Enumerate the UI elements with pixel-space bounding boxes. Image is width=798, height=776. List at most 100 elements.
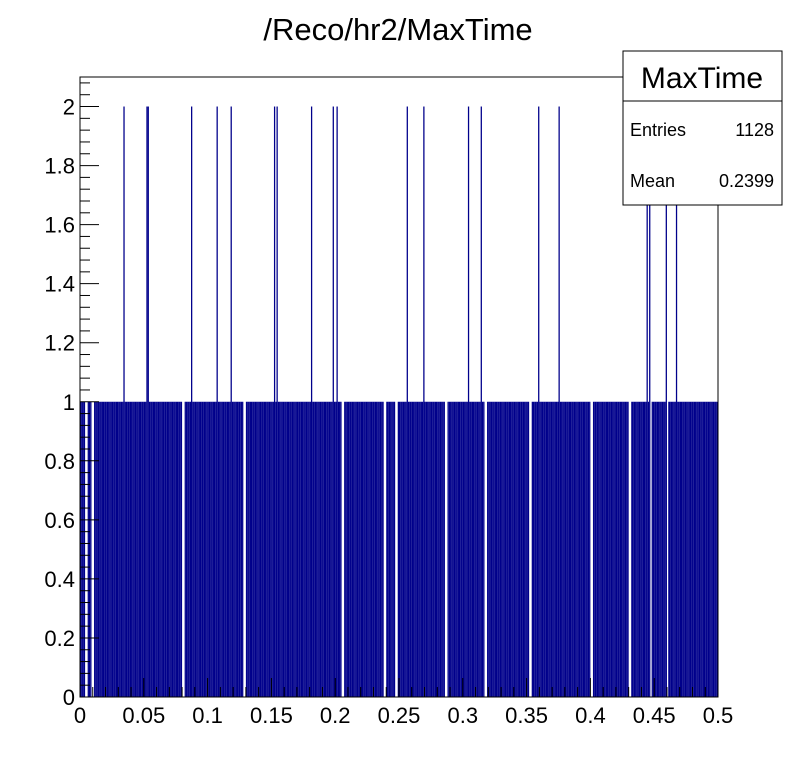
histogram-bar <box>469 401 471 697</box>
histogram-bar <box>575 401 577 697</box>
histogram-bar <box>171 401 174 697</box>
histogram-bar <box>516 401 518 697</box>
histogram-bar <box>125 401 128 697</box>
stats-mean-label: Mean <box>630 171 675 191</box>
histogram-bar <box>330 401 332 697</box>
histogram-bar <box>146 106 148 697</box>
histogram-bar <box>569 401 572 697</box>
histogram-bar <box>150 401 152 697</box>
histogram-bar <box>261 401 263 697</box>
histogram-bar <box>372 401 374 697</box>
histogram-bar <box>363 401 365 697</box>
x-tick-label: 0.05 <box>122 703 165 728</box>
x-tick-label: 0.4 <box>575 703 606 728</box>
histogram-bar <box>314 401 317 697</box>
histogram-bar <box>236 401 239 697</box>
histogram-bar <box>258 401 260 697</box>
histogram-bar <box>300 401 303 697</box>
histogram-bar <box>592 401 595 697</box>
histogram-bar <box>266 401 268 697</box>
histogram-bar <box>538 106 540 697</box>
histogram-bar <box>111 401 114 697</box>
histogram-bar <box>645 401 647 697</box>
histogram-bar <box>234 401 236 697</box>
histogram-bar <box>559 401 562 697</box>
histogram-bar <box>465 401 467 697</box>
histogram-bar <box>638 401 641 697</box>
histogram-bar <box>381 401 383 697</box>
histogram-bar <box>360 401 362 697</box>
histogram-bar <box>309 401 311 697</box>
histogram-bar <box>401 401 403 697</box>
histogram-bar <box>692 401 694 697</box>
histogram-bar <box>193 401 195 697</box>
histogram-bar <box>605 401 607 697</box>
histogram-bar <box>513 401 516 697</box>
histogram-bar <box>532 401 535 697</box>
histogram-bar <box>90 401 92 697</box>
histogram-bar <box>554 401 556 697</box>
histogram-bar <box>262 401 264 697</box>
histogram-bar <box>328 401 331 697</box>
histogram-bar <box>443 401 445 697</box>
histogram-bar <box>176 401 179 697</box>
histogram-bar <box>636 401 638 697</box>
histogram-bar <box>332 106 334 697</box>
y-tick-label: 1 <box>63 390 75 415</box>
histogram-bar <box>105 401 107 697</box>
histogram-bar <box>168 401 170 697</box>
histogram-bar <box>169 401 171 697</box>
histogram-bar <box>313 401 315 697</box>
histogram-bar <box>483 401 485 697</box>
histogram-bar <box>700 401 702 697</box>
histogram-bar <box>478 401 480 697</box>
histogram-bar <box>120 401 123 697</box>
stats-entries-value: 1128 <box>735 120 774 140</box>
histogram-bar <box>165 401 167 697</box>
histogram-bar <box>621 401 623 697</box>
histogram-bar <box>473 401 475 697</box>
histogram-bar <box>388 401 391 697</box>
x-tick-label: 0.25 <box>378 703 421 728</box>
histogram-bar <box>541 401 544 697</box>
histogram-bar <box>198 401 200 697</box>
histogram-bar <box>279 401 281 697</box>
histogram-bar <box>418 401 420 697</box>
histogram-bar <box>522 401 525 697</box>
histogram-bar <box>596 401 599 697</box>
histogram-bar <box>429 401 431 697</box>
histogram-bar <box>129 401 132 697</box>
histogram-bar <box>175 401 177 697</box>
histogram-bar <box>433 401 435 697</box>
histogram-bar <box>141 401 143 697</box>
histogram-bar <box>133 401 135 697</box>
histogram-bar <box>470 401 472 697</box>
histogram-bar <box>114 401 116 697</box>
histogram-bar <box>487 401 489 697</box>
histogram-bar <box>358 401 360 697</box>
histogram-bar <box>104 401 106 697</box>
histogram-bar <box>577 401 579 697</box>
histogram-bar <box>136 401 138 697</box>
histogram-bar <box>423 106 425 697</box>
histogram-bar <box>80 401 82 697</box>
histogram-bar <box>219 401 221 697</box>
histogram-bar <box>689 401 692 697</box>
y-tick-label: 1.6 <box>44 213 75 238</box>
histogram-bar <box>298 401 300 697</box>
histogram-bar <box>524 401 526 697</box>
histogram-bar <box>212 401 214 697</box>
histogram-bar <box>189 401 192 697</box>
histogram-bar <box>122 401 124 697</box>
histogram-bar <box>492 401 494 697</box>
histogram-bar <box>615 401 618 697</box>
histogram-bar <box>280 401 282 697</box>
histogram-bar <box>430 401 433 697</box>
histogram-bar <box>475 401 477 697</box>
histogram-bar <box>507 401 509 697</box>
histogram-bar <box>447 401 449 697</box>
histogram-bar <box>340 401 342 697</box>
histogram-bar <box>715 401 717 697</box>
histogram-bar <box>351 401 354 697</box>
histogram-bar <box>460 401 462 697</box>
